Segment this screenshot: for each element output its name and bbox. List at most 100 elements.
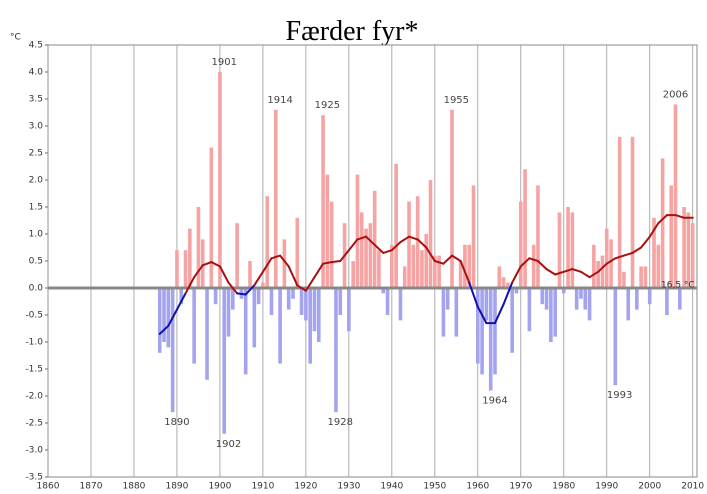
smooth-line: [184, 276, 196, 295]
bar: [359, 212, 364, 288]
smooth-line: [296, 284, 307, 292]
bar: [690, 223, 695, 288]
bar: [334, 288, 338, 413]
smooth-line: [408, 235, 419, 241]
annotation: 1928: [328, 417, 353, 428]
smooth-line: [313, 262, 325, 279]
x-tick-label: 1870: [80, 482, 103, 492]
bar: [390, 244, 394, 288]
y-unit: °C: [10, 33, 21, 43]
bar: [372, 190, 377, 288]
bar: [617, 136, 622, 288]
bar: [574, 288, 579, 310]
bar: [458, 261, 463, 288]
bar: [561, 288, 566, 294]
bar: [157, 288, 162, 353]
smooth-line: [528, 257, 539, 262]
bar: [523, 169, 527, 288]
bar: [316, 288, 321, 342]
bar: [213, 288, 218, 305]
bar: [205, 288, 209, 380]
smooth-line: [287, 265, 299, 287]
smooth-line: [614, 254, 625, 260]
smooth-line: [442, 254, 454, 265]
smooth-line: [322, 261, 333, 265]
smooth-line: [193, 264, 204, 279]
bar: [506, 282, 510, 288]
bar: [686, 212, 691, 288]
y-tick-label: -3.0: [25, 446, 43, 456]
bar: [377, 250, 381, 288]
bar: [527, 288, 532, 332]
bar: [321, 115, 325, 288]
bar: [286, 288, 291, 310]
bar: [450, 109, 454, 288]
bar: [304, 288, 308, 321]
bar: [673, 104, 678, 289]
bar: [381, 288, 386, 294]
bar: [441, 288, 446, 337]
smooth-line: [416, 238, 428, 249]
bar: [613, 288, 618, 386]
chart-title: Færder fyr*: [286, 16, 419, 47]
bar: [609, 239, 613, 288]
y-tick-label: 3.5: [29, 95, 43, 105]
x-tick-label: 1950: [423, 482, 446, 492]
bar: [385, 288, 390, 315]
smooth-line: [579, 270, 591, 279]
bar: [579, 288, 583, 299]
bar: [347, 288, 351, 332]
bar: [209, 147, 214, 288]
bar: [329, 201, 334, 288]
bar: [484, 288, 489, 321]
bar: [471, 185, 476, 288]
smooth-line: [167, 308, 178, 327]
bar: [265, 196, 269, 288]
bar: [338, 288, 343, 315]
bar: [549, 288, 553, 342]
x-tick-label: 1920: [294, 482, 317, 492]
bar: [398, 288, 403, 321]
x-tick-label: 1960: [466, 482, 489, 492]
smooth-line: [433, 260, 445, 265]
smooth-line: [493, 303, 505, 325]
bar: [622, 271, 626, 288]
bar: [325, 174, 330, 288]
bar: [467, 244, 472, 288]
bar: [256, 288, 261, 305]
bar: [179, 288, 184, 305]
bar: [433, 255, 437, 288]
smooth-line: [347, 238, 359, 252]
bar: [493, 288, 497, 375]
bar: [557, 212, 562, 288]
smooth-line: [236, 292, 247, 296]
bar: [570, 212, 575, 288]
bar: [252, 288, 257, 348]
bar: [643, 266, 648, 288]
bar: [364, 228, 368, 288]
x-tick-label: 1890: [165, 482, 188, 492]
bar: [630, 136, 635, 288]
bar: [192, 288, 196, 364]
y-tick-label: 0.0: [29, 284, 44, 294]
x-tick-label: 1980: [552, 482, 575, 492]
annotation: 1955: [444, 95, 469, 106]
y-tick-label: 1.0: [29, 230, 44, 240]
y-tick-label: -2.0: [25, 392, 43, 402]
bar: [299, 288, 304, 315]
bar: [394, 163, 398, 288]
smooth-line: [622, 251, 634, 257]
x-tick-label: 1910: [251, 482, 274, 492]
smooth-line: [545, 268, 557, 276]
bar: [368, 223, 373, 288]
bar: [295, 217, 300, 288]
bar: [583, 288, 588, 310]
smooth-line: [425, 246, 436, 262]
smooth-line: [476, 305, 488, 325]
bar: [544, 288, 549, 310]
smooth-line: [356, 235, 368, 241]
bar: [355, 174, 360, 288]
bar: [437, 255, 441, 288]
smooth-line: [468, 281, 479, 308]
bar: [669, 185, 674, 288]
